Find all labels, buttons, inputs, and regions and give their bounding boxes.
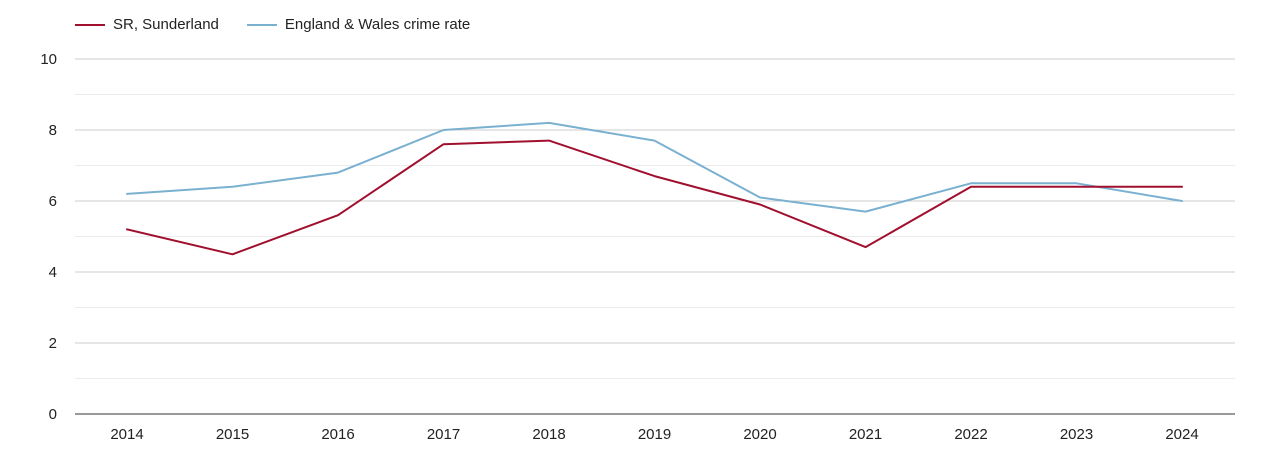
- x-tick-label: 2019: [638, 426, 671, 443]
- series-line-sunderland: [126, 139, 1183, 256]
- y-tick-label: 6: [49, 193, 57, 210]
- x-tick-label: 2018: [532, 426, 565, 443]
- y-tick-label: 10: [40, 51, 57, 68]
- y-tick-label: 2: [49, 335, 57, 352]
- x-tick-label: 2021: [849, 426, 882, 443]
- legend-label-england-wales: England & Wales crime rate: [284, 16, 471, 33]
- gridlines: [75, 58, 1235, 379]
- y-tick-label: 8: [49, 122, 57, 139]
- legend-item-sunderland[interactable]: SR, Sunderland: [75, 16, 219, 33]
- y-tick-label: 0: [49, 406, 57, 423]
- legend-item-england-wales[interactable]: England & Wales crime rate: [246, 16, 471, 33]
- x-tick-label: 2024: [1165, 426, 1198, 443]
- series-line-england-wales: [126, 121, 1183, 213]
- x-tick-label: 2014: [110, 426, 143, 443]
- series-lines: [126, 121, 1183, 256]
- y-tick-label: 4: [49, 264, 57, 281]
- legend-swatch-sunderland: [75, 23, 105, 26]
- chart-legend: SR, Sunderland England & Wales crime rat…: [75, 16, 498, 33]
- x-tick-label: 2020: [743, 426, 776, 443]
- x-tick-label: 2016: [321, 426, 354, 443]
- x-tick-label: 2023: [1060, 426, 1093, 443]
- x-tick-label: 2017: [427, 426, 460, 443]
- legend-label-sunderland: SR, Sunderland: [113, 16, 219, 33]
- x-tick-label: 2022: [954, 426, 987, 443]
- x-tick-label: 2015: [216, 426, 249, 443]
- tick-labels: 0 2 4 6 8 10 2014 2015 2016 2017 2018 2019 2020 2021 2…: [40, 51, 1198, 443]
- legend-swatch-england-wales: [246, 23, 277, 26]
